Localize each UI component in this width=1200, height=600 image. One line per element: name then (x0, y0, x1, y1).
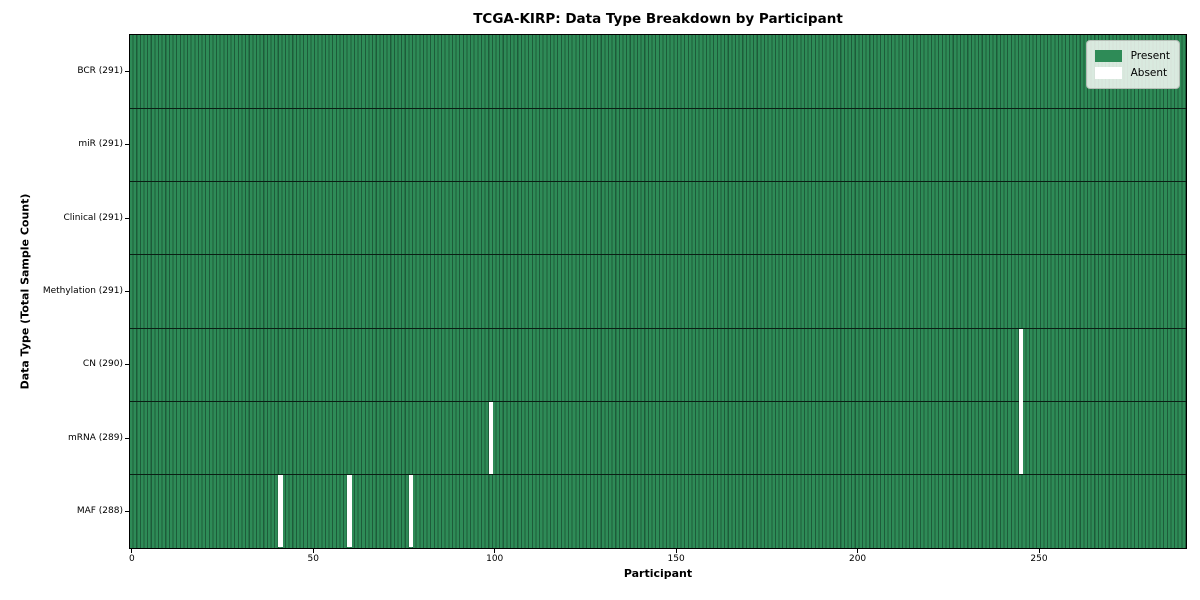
row-divider (130, 400, 1186, 402)
absent-gap-maf-41 (278, 475, 283, 548)
x-tick-label-150: 150 (667, 554, 685, 564)
y-tick-label-methylation: Methylation (291) (42, 286, 123, 296)
absent-gap-mrna-99 (488, 402, 494, 474)
absent-gap-cn-245 (1018, 328, 1024, 474)
x-tick-label-50: 50 (307, 554, 319, 564)
absent-gap-maf-77 (409, 475, 414, 548)
y-tick-mark (125, 510, 129, 512)
x-tick-mark (312, 549, 314, 553)
x-axis-label: Participant (623, 567, 693, 580)
y-tick-mark (125, 71, 129, 73)
y-tick-mark (125, 217, 129, 219)
x-tick-mark (131, 549, 133, 553)
x-tick-label-100: 100 (486, 554, 504, 564)
y-tick-label-clinical: Clinical (291) (63, 212, 123, 223)
y-tick-label-mir: miR (291) (78, 139, 123, 150)
y-tick-label-bcr: BCR (291) (77, 66, 123, 77)
x-tick-label-200: 200 (848, 554, 867, 564)
x-tick-label-250: 250 (1030, 554, 1048, 564)
absent-swatch-icon (1094, 67, 1122, 79)
y-tick-mark (125, 437, 129, 439)
row-divider (130, 254, 1186, 256)
absent-gap-maf-60 (347, 475, 352, 548)
row-divider (130, 107, 1186, 109)
y-tick-label-cn: CN (290) (82, 359, 123, 370)
chart-title: TCGA-KIRP: Data Type Breakdown by Partic… (473, 11, 843, 27)
row-divider (130, 181, 1186, 183)
row-divider (130, 327, 1186, 329)
legend-entry-present: Present (1094, 48, 1170, 64)
legend-label-absent: Absent (1130, 67, 1168, 79)
legend: Present Absent (1085, 40, 1180, 89)
plot-area: Present Absent (129, 34, 1187, 549)
x-tick-mark (675, 549, 677, 553)
y-tick-mark (125, 144, 129, 146)
legend-label-present: Present (1130, 50, 1170, 62)
y-tick-label-mrna: mRNA (289) (68, 432, 123, 443)
y-tick-mark (125, 364, 129, 366)
x-tick-mark (857, 549, 859, 553)
present-swatch-icon (1094, 50, 1122, 62)
y-tick-mark (125, 291, 129, 292)
x-tick-mark (1038, 549, 1040, 553)
x-tick-mark (494, 549, 496, 553)
x-tick-label-0: 0 (128, 554, 135, 564)
y-tick-label-maf: MAF (288) (76, 505, 123, 516)
row-divider (130, 474, 1186, 476)
legend-entry-absent: Absent (1094, 65, 1170, 81)
